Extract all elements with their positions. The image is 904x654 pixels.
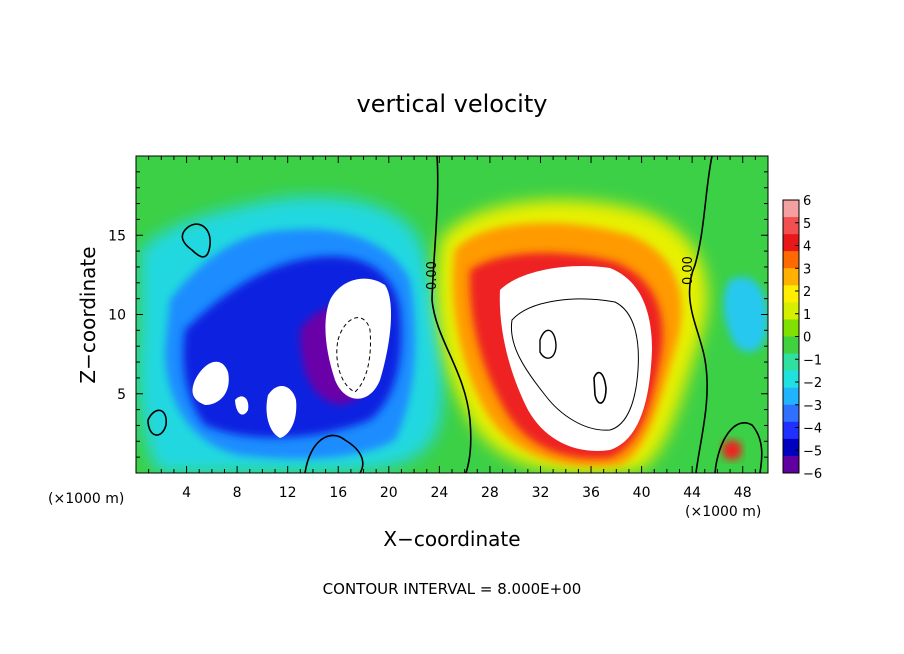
x-tick-label: 20 — [380, 485, 398, 501]
colorbar-tick-label: −3 — [803, 399, 822, 414]
colorbar-swatch — [783, 234, 799, 252]
colorbar-swatch — [783, 370, 799, 389]
x-tick-label: 12 — [279, 485, 297, 501]
contour-label-2: 0.00 — [681, 256, 696, 285]
field-downdraft-white-1 — [325, 278, 392, 399]
colorbar-tick-label: 2 — [803, 285, 811, 300]
colorbar-swatch — [783, 438, 799, 457]
y-tick-label: 5 — [117, 387, 126, 403]
heatmap-field — [136, 156, 768, 473]
y-axis-label: Z−coordinate — [76, 246, 100, 383]
zero-contour-right — [688, 156, 713, 473]
x-tick-label: 4 — [182, 485, 191, 501]
updraft-contour-1 — [510, 298, 639, 431]
field-right-cyan — [723, 276, 768, 352]
contour-interval-footer: CONTOUR INTERVAL = 8.000E+00 — [323, 580, 582, 598]
colorbar-swatch — [783, 455, 799, 474]
colorbar-tick-label: −2 — [803, 376, 822, 391]
colorbar-swatch — [783, 353, 799, 372]
colorbar-tick-label: −4 — [803, 422, 822, 437]
y-tick-label: 10 — [108, 308, 126, 324]
x-tick-label: 40 — [633, 485, 651, 501]
x-tick-label: 24 — [430, 485, 448, 501]
x-tick-label: 16 — [329, 485, 347, 501]
x-unit-right: (×1000 m) — [685, 504, 761, 520]
colorbar-tick-label: −6 — [803, 467, 822, 482]
closed-contour-4 — [714, 422, 763, 473]
x-unit-left: (×1000 m) — [48, 491, 124, 507]
colorbar-tick-label: 6 — [803, 194, 811, 209]
field-downdraft-white-4 — [235, 396, 249, 415]
colorbar-swatch — [783, 421, 799, 440]
x-tick-label: 48 — [734, 485, 752, 501]
x-tick-label: 44 — [683, 485, 701, 501]
x-tick-label: 28 — [481, 485, 499, 501]
colorbar-tick-label: 5 — [803, 217, 811, 232]
colorbar — [782, 199, 800, 474]
field-downdraft-white-2 — [192, 361, 229, 405]
x-axis-label: X−coordinate — [383, 527, 520, 551]
colorbar-tick-label: 4 — [803, 240, 811, 255]
colorbar-swatch — [783, 404, 799, 423]
contour-lines — [147, 156, 763, 473]
colorbar-tick-label: −1 — [803, 353, 822, 368]
colorbar-tick-label: −5 — [803, 444, 822, 459]
colorbar-swatch — [783, 268, 799, 286]
field-red-spot — [722, 440, 742, 460]
zero-contour-left — [431, 156, 472, 473]
field-updraft-core — [499, 266, 652, 451]
colorbar-swatch — [783, 217, 799, 235]
x-axis: 4 8 12 16 20 24 28 32 36 40 44 48 — [148, 156, 756, 501]
colorbar-swatch — [783, 387, 799, 406]
colorbar-swatch — [783, 336, 799, 355]
x-tick-label: 8 — [233, 485, 242, 501]
updraft-contour-3 — [593, 371, 607, 404]
closed-contour-3 — [304, 434, 364, 473]
chart-title: vertical velocity — [357, 90, 548, 118]
x-tick-label: 32 — [532, 485, 550, 501]
y-axis: 5 10 15 — [108, 171, 768, 458]
y-tick-label: 15 — [108, 228, 126, 244]
colorbar-ticks: 6 5 4 3 2 1 0 −1 −2 −3 −4 −5 −6 — [795, 194, 822, 482]
x-tick-label: 36 — [582, 485, 600, 501]
colorbar-tick-label: 0 — [803, 331, 811, 346]
closed-contour-1 — [181, 223, 211, 258]
colorbar-swatch — [783, 285, 799, 303]
contour-label-1: 0.00 — [425, 261, 440, 290]
colorbar-tick-label: 1 — [803, 308, 811, 323]
colorbar-swatch — [783, 251, 799, 269]
colorbar-swatch — [783, 200, 799, 218]
contour-labels: 0.00 0.00 — [425, 256, 696, 290]
downdraft-contour-dashed — [336, 317, 371, 393]
updraft-contour-2 — [539, 329, 557, 359]
closed-contour-2 — [147, 409, 167, 436]
colorbar-swatch — [783, 319, 799, 337]
colorbar-swatch — [783, 302, 799, 320]
field-downdraft-white-3 — [266, 385, 297, 438]
colorbar-tick-label: 3 — [803, 262, 811, 277]
